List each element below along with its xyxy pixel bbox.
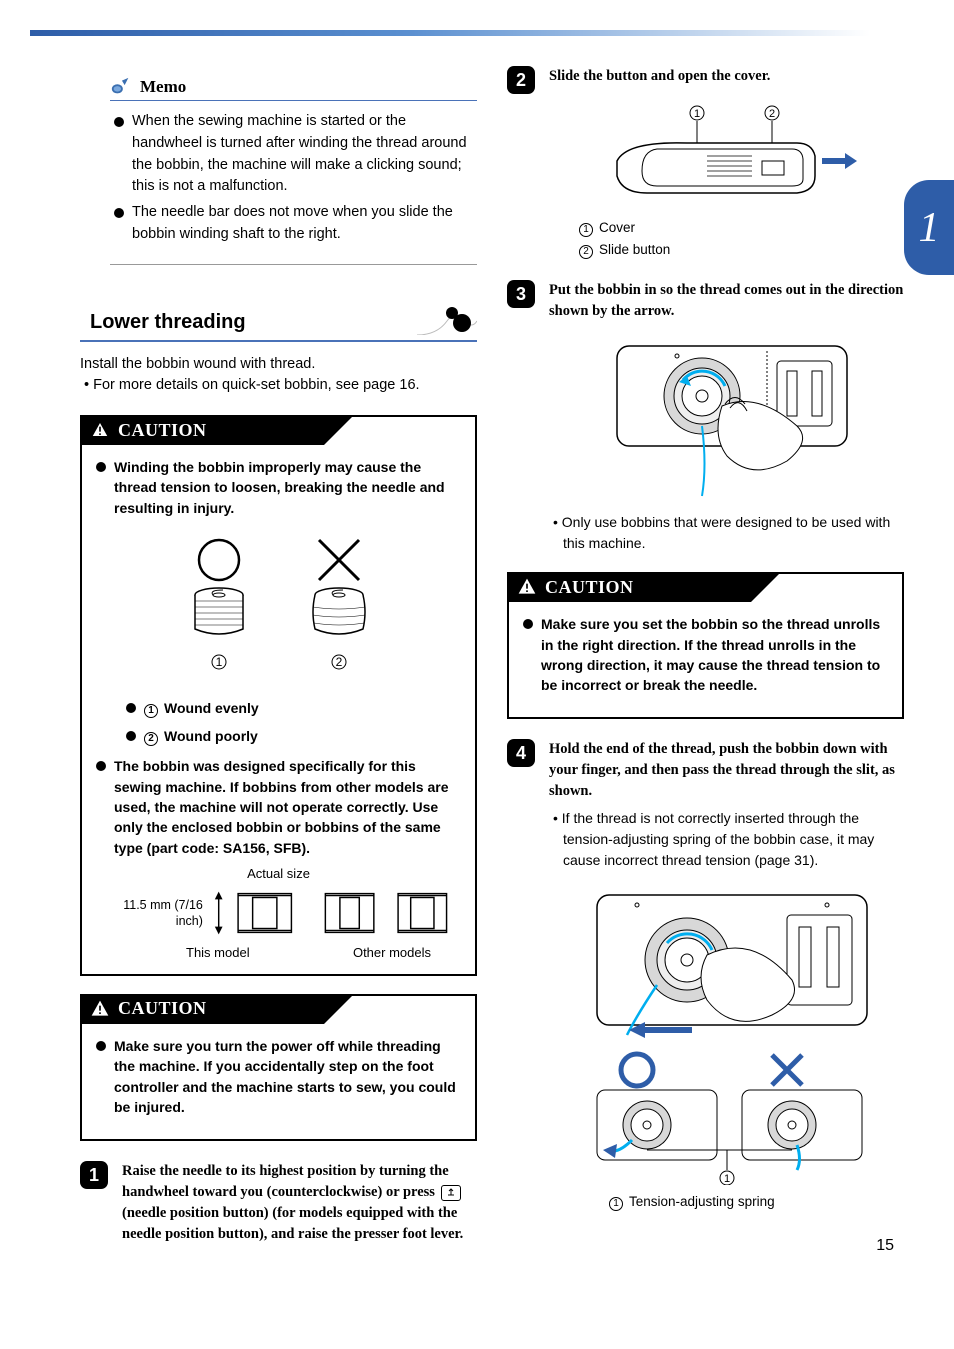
svg-text:1: 1 — [693, 108, 699, 120]
caution-label: CAUTION — [545, 577, 634, 598]
step-heading: Put the bobbin in so the thread comes ou… — [549, 280, 904, 322]
bobbin-insert-diagram — [549, 336, 904, 506]
label-text: Wound poorly — [164, 726, 258, 746]
page-number: 15 — [876, 1237, 894, 1255]
figure-labels: 1 Wound evenly 2 Wound poorly — [126, 698, 461, 747]
step-number: 3 — [507, 280, 535, 308]
caution-item: Make sure you turn the power off while t… — [96, 1036, 461, 1117]
cover-diagram: 1 2 — [549, 101, 904, 211]
caution-item: Winding the bobbin improperly may cause … — [96, 457, 461, 518]
caution-body: Make sure you turn the power off while t… — [82, 1024, 475, 1139]
caution-body: Winding the bobbin improperly may cause … — [82, 445, 475, 974]
right-column: 2 Slide the button and open the cover. 1… — [507, 66, 904, 1245]
intro-sub: • For more details on quick-set bobbin, … — [80, 375, 477, 397]
step-body: Put the bobbin in so the thread comes ou… — [549, 280, 904, 554]
other-models-label: Other models — [353, 945, 431, 960]
step-4: 4 Hold the end of the thread, push the b… — [507, 739, 904, 1213]
step-2: 2 Slide the button and open the cover. 1… — [507, 66, 904, 260]
section-title: Lower threading — [90, 311, 246, 333]
memo-item: When the sewing machine is started or th… — [114, 111, 477, 198]
svg-text:1: 1 — [215, 655, 222, 669]
caution-header: CAUTION — [507, 572, 751, 602]
memo-item: The needle bar does not move when you sl… — [114, 202, 477, 246]
svg-text:1: 1 — [723, 1173, 729, 1185]
figure-labels: 1 Tension-adjusting spring — [609, 1191, 904, 1213]
warning-icon — [90, 420, 110, 440]
label-row: 2 Slide button — [579, 239, 904, 261]
step-text: Raise the needle to its highest position… — [122, 1163, 449, 1200]
label-row: 2 Wound poorly — [126, 726, 461, 746]
label-text: Slide button — [599, 239, 670, 261]
left-column: Memo When the sewing machine is started … — [80, 66, 477, 1245]
label-text: Cover — [599, 217, 635, 239]
label-row: 1 Tension-adjusting spring — [609, 1191, 904, 1213]
section-header: Lower threading — [80, 305, 477, 342]
caution-body: Make sure you set the bobbin so the thre… — [509, 602, 902, 717]
size-labels: This model Other models — [96, 945, 461, 960]
step-body: Slide the button and open the cover. 1 2 — [549, 66, 904, 260]
bobbin-diagram: 1 2 — [96, 532, 461, 692]
step-heading: Slide the button and open the cover. — [549, 66, 904, 87]
step-heading: Raise the needle to its highest position… — [122, 1161, 477, 1245]
step-number: 2 — [507, 66, 535, 94]
memo-title: Memo — [140, 77, 186, 97]
size-text: 11.5 mm (7/16 inch) — [96, 897, 203, 930]
svg-text:2: 2 — [768, 108, 774, 120]
step-heading: Hold the end of the thread, push the bob… — [549, 739, 904, 802]
caution-label: CAUTION — [118, 998, 207, 1019]
intro-text: Install the bobbin wound with thread. • … — [80, 354, 477, 398]
step-sub: • Only use bobbins that were designed to… — [549, 512, 904, 554]
step-3: 3 Put the bobbin in so the thread comes … — [507, 280, 904, 554]
warning-icon — [517, 577, 537, 597]
intro-line: Install the bobbin wound with thread. — [80, 354, 477, 376]
step-body: Hold the end of the thread, push the bob… — [549, 739, 904, 1213]
figure-labels: 1 Cover 2 Slide button — [579, 217, 904, 260]
num-icon: 2 — [579, 245, 593, 259]
memo-box: Memo When the sewing machine is started … — [110, 76, 477, 265]
caution-box-1: CAUTION Winding the bobbin improperly ma… — [80, 415, 477, 976]
label-row: 1 Cover — [579, 217, 904, 239]
caution-item: Make sure you set the bobbin so the thre… — [523, 614, 888, 695]
step-body: Raise the needle to its highest position… — [122, 1161, 477, 1245]
step-sub: • If the thread is not correctly inserte… — [549, 808, 904, 871]
warning-icon — [90, 999, 110, 1019]
label-row: 1 Wound evenly — [126, 698, 461, 718]
actual-size-label: Actual size — [96, 866, 461, 881]
thread-slit-diagram: 1 — [549, 885, 904, 1185]
step-number: 1 — [80, 1161, 108, 1189]
label-text: Wound evenly — [164, 698, 259, 718]
this-model-label: This model — [186, 945, 250, 960]
num-icon: 1 — [144, 704, 158, 718]
caution-header: CAUTION — [80, 994, 324, 1024]
caution-box-3: CAUTION Make sure you set the bobbin so … — [507, 572, 904, 719]
caution-label: CAUTION — [118, 420, 207, 441]
label-text: Tension-adjusting spring — [629, 1191, 775, 1213]
memo-list: When the sewing machine is started or th… — [110, 101, 477, 265]
caution-header: CAUTION — [80, 415, 324, 445]
memo-header: Memo — [110, 76, 477, 101]
step-number: 4 — [507, 739, 535, 767]
caution-box-2: CAUTION Make sure you turn the power off… — [80, 994, 477, 1141]
header-decoration — [417, 307, 477, 335]
num-icon: 1 — [579, 223, 593, 237]
memo-icon — [110, 76, 132, 98]
size-diagram: 11.5 mm (7/16 inch) — [96, 883, 461, 943]
num-icon: 1 — [609, 1197, 623, 1211]
svg-text:2: 2 — [335, 655, 342, 669]
page-content: Memo When the sewing machine is started … — [0, 36, 954, 1275]
needle-position-button-icon — [441, 1185, 461, 1201]
step-1: 1 Raise the needle to its highest positi… — [80, 1161, 477, 1245]
caution-item: The bobbin was designed specifically for… — [96, 756, 461, 857]
num-icon: 2 — [144, 732, 158, 746]
step-text: (needle position button) (for models equ… — [122, 1205, 463, 1242]
